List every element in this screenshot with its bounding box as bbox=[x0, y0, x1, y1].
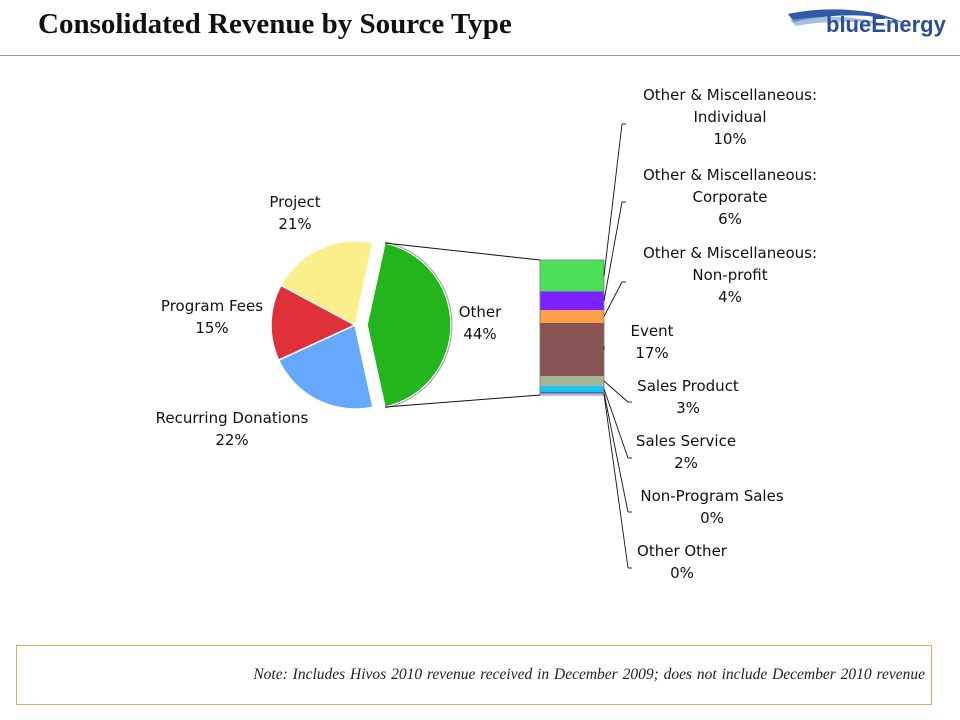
leader-line-sales-service bbox=[603, 388, 629, 459]
breakdown-label-sales-product: Sales Product 3% bbox=[637, 377, 739, 417]
pie-label-program-fees: Program Fees bbox=[161, 297, 263, 315]
leader-line-non-program-sales bbox=[603, 392, 629, 513]
pie-value-program-fees: 15% bbox=[195, 319, 228, 337]
bar-outline bbox=[539, 259, 605, 396]
leader-line-other-miscellaneous-non-profit bbox=[603, 281, 623, 317]
bar-segment-other-other bbox=[540, 393, 604, 395]
breakdown-text: Non-profit bbox=[692, 266, 767, 284]
leader-line-sales-product bbox=[603, 380, 629, 403]
breakdown-text: Other & Miscellaneous: bbox=[643, 244, 817, 262]
revenue-chart: Other 44% Recurring Donations 22% Program Fe… bbox=[156, 86, 817, 582]
breakdown-label-other-other: Other Other 0% bbox=[637, 542, 728, 582]
pie-slice-other bbox=[366, 242, 452, 408]
footnote: Note: Includes Hivos 2010 revenue receiv… bbox=[16, 645, 932, 705]
breakdown-text: Other Other bbox=[637, 542, 728, 560]
bar-segment-non-program-sales bbox=[540, 392, 604, 394]
pie-value-recurring-donations: 22% bbox=[215, 431, 248, 449]
breakdown-value: 0% bbox=[700, 509, 724, 527]
pie-slice-recurring-donations bbox=[277, 323, 374, 410]
pie-label-project: Project bbox=[269, 193, 320, 211]
breakdown-value: 4% bbox=[718, 288, 742, 306]
logo-swoosh bbox=[788, 9, 906, 24]
breakdown-text: Individual bbox=[693, 108, 766, 126]
page-title: Consolidated Revenue by Source Type bbox=[38, 8, 512, 40]
breakdown-value: 0% bbox=[670, 564, 694, 582]
bar-segment-other-miscellaneous-non-profit bbox=[540, 310, 604, 323]
blueenergy-logo: blueEnergy bbox=[788, 9, 947, 37]
pie-slice-rim bbox=[385, 241, 453, 409]
breakdown-value: 6% bbox=[718, 210, 742, 228]
breakdown-value: 2% bbox=[674, 454, 698, 472]
breakdown-label-other-miscellaneous-non-profit: Other & Miscellaneous: Non-profit 4% bbox=[643, 244, 817, 306]
breakdown-label-other-miscellaneous-corporate: Other & Miscellaneous: Corporate 6% bbox=[643, 166, 817, 228]
logo-text: blueEnergy bbox=[826, 12, 947, 37]
breakdown-label-event: Event 17% bbox=[631, 322, 674, 362]
breakdown-value: 10% bbox=[713, 130, 746, 148]
breakdown-text: Sales Service bbox=[636, 432, 736, 450]
breakdown-label-non-program-sales: Non-Program Sales 0% bbox=[640, 487, 783, 527]
pie-slice-program-fees bbox=[270, 284, 357, 362]
pie-label-recurring-donations: Recurring Donations bbox=[156, 409, 309, 427]
bar-segment-other-miscellaneous-individual bbox=[540, 260, 604, 292]
leader-line-other-other bbox=[603, 394, 629, 569]
leader-line-other-miscellaneous-corporate bbox=[603, 201, 623, 301]
breakdown-value: 3% bbox=[676, 399, 700, 417]
breakdown-text: Non-Program Sales bbox=[640, 487, 783, 505]
connector-bottom bbox=[384, 394, 541, 408]
connector-top bbox=[384, 242, 541, 261]
bar-segment-event bbox=[540, 322, 604, 377]
header-divider bbox=[0, 55, 960, 56]
breakdown-value: 17% bbox=[635, 344, 668, 362]
bar-segment-sales-product bbox=[540, 376, 604, 386]
breakdown-label-sales-service: Sales Service 2% bbox=[636, 432, 736, 472]
breakdown-text: Event bbox=[631, 322, 674, 340]
pie-slice-project bbox=[279, 240, 374, 327]
pie-value-other: 44% bbox=[463, 325, 496, 343]
breakdown-label-other-miscellaneous-individual: Other & Miscellaneous: Individual 10% bbox=[643, 86, 817, 148]
leader-line-other-miscellaneous-individual bbox=[603, 123, 623, 276]
pie-value-project: 21% bbox=[278, 215, 311, 233]
breakdown-text: Sales Product bbox=[637, 377, 739, 395]
pie-label-other: Other bbox=[459, 303, 502, 321]
bar-segment-other-miscellaneous-corporate bbox=[540, 291, 604, 311]
breakdown-text: Other & Miscellaneous: bbox=[643, 166, 817, 184]
bar-segment-sales-service bbox=[540, 385, 604, 392]
breakdown-text: Other & Miscellaneous: bbox=[643, 86, 817, 104]
breakdown-text: Corporate bbox=[693, 188, 768, 206]
